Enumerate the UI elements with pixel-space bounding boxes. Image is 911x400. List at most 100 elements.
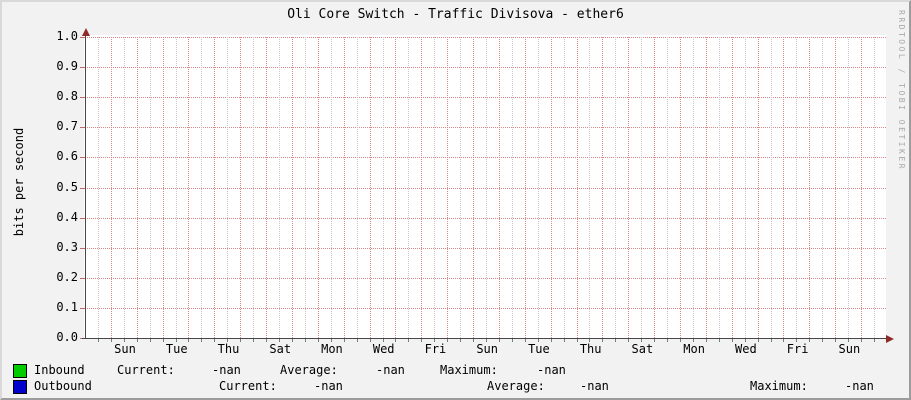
v-gridline-major	[576, 37, 578, 338]
v-gridline-minor	[382, 37, 384, 338]
x-axis-tick	[304, 339, 306, 342]
v-gridline-minor	[227, 37, 229, 338]
x-axis-tick	[757, 339, 759, 342]
x-axis-tick	[136, 339, 138, 342]
y-tick-label: 0.2	[56, 269, 78, 284]
y-tick-label: 0.9	[56, 59, 78, 74]
y-axis-tick	[80, 157, 86, 159]
x-axis-tick	[731, 339, 733, 342]
v-gridline-major	[266, 37, 268, 338]
graph-title: Oli Core Switch - Traffic Divisova - eth…	[287, 7, 624, 22]
y-axis-tick	[80, 67, 86, 69]
x-axis-tick	[744, 339, 746, 342]
x-axis-tick	[654, 339, 656, 342]
y-axis-tick	[80, 127, 86, 129]
inbound-legend-swatch	[13, 364, 27, 378]
y-tick-label: 0.1	[56, 299, 78, 314]
outbound-average-value: -nan	[580, 379, 609, 393]
x-axis-tick	[796, 339, 798, 342]
x-tick-label: Mon	[683, 342, 705, 356]
inbound-current-label: Current:	[117, 363, 175, 377]
x-axis-tick	[680, 339, 681, 342]
v-gridline-minor	[201, 37, 203, 338]
v-gridline-major	[498, 37, 500, 338]
x-axis-tick	[511, 339, 513, 342]
v-gridline-minor	[434, 37, 436, 338]
v-gridline-major	[136, 37, 138, 338]
x-axis-tick	[550, 339, 552, 342]
v-gridline-major	[809, 37, 811, 338]
x-tick-label: Mon	[321, 342, 343, 356]
x-axis-tick	[809, 339, 811, 342]
x-axis-tick	[214, 339, 216, 342]
v-gridline-minor	[304, 37, 306, 338]
x-tick-label: Wed	[735, 342, 757, 356]
v-gridline-minor	[279, 37, 281, 338]
h-gridline	[85, 217, 886, 219]
y-tick-label: 0.8	[56, 89, 78, 104]
y-axis-tick	[80, 307, 86, 309]
h-gridline	[85, 127, 886, 129]
outbound-maximum-label: Maximum:	[750, 379, 808, 393]
rrdtool-watermark: RRDTOOL / TOBI OETIKER	[897, 10, 906, 171]
x-axis-tick	[848, 339, 850, 342]
x-axis-tick	[705, 339, 707, 342]
outbound-current-value: -nan	[314, 379, 343, 393]
x-axis-tick	[602, 339, 604, 342]
x-axis-tick	[718, 339, 720, 342]
y-axis-arrow-icon	[82, 28, 90, 36]
x-axis-tick	[421, 339, 423, 342]
v-gridline-minor	[615, 37, 617, 338]
y-tick-label: 0.6	[56, 149, 78, 164]
v-gridline-minor	[511, 37, 513, 338]
v-gridline-major	[188, 37, 190, 338]
v-gridline-minor	[641, 37, 643, 338]
h-gridline	[85, 97, 886, 99]
inbound-current-value: -nan	[212, 363, 241, 377]
x-tick-label: Sun	[476, 342, 499, 356]
inbound-legend-label: Inbound	[34, 363, 85, 377]
y-axis-tick	[80, 37, 86, 38]
y-tick-label: 0.7	[56, 119, 78, 134]
v-gridline-minor	[770, 37, 772, 338]
x-axis-tick	[667, 339, 669, 342]
y-axis-tick	[80, 217, 86, 219]
y-tick-label: 0.4	[56, 209, 78, 224]
x-axis-tick	[524, 339, 526, 342]
x-axis-tick	[628, 339, 630, 342]
x-axis-tick	[641, 339, 643, 342]
x-axis-tick	[589, 339, 591, 342]
v-gridline-major	[680, 37, 681, 338]
x-axis-tick	[149, 339, 151, 342]
v-gridline-major	[628, 37, 630, 338]
x-tick-label: Sat	[269, 342, 292, 356]
x-axis-tick	[97, 339, 99, 342]
x-axis-tick	[175, 339, 177, 342]
x-axis-tick	[395, 339, 397, 342]
outbound-legend-swatch	[13, 380, 27, 394]
x-axis-tick	[227, 339, 229, 342]
x-axis-tick	[240, 339, 242, 342]
v-gridline-major	[757, 37, 759, 338]
x-tick-label: Sun	[114, 342, 136, 356]
x-axis-tick	[447, 339, 449, 342]
x-tick-label: Thu	[579, 342, 602, 356]
h-gridline	[85, 187, 886, 189]
x-axis-tick	[498, 339, 500, 342]
inbound-average-value: -nan	[376, 363, 405, 377]
x-axis-tick	[266, 339, 268, 342]
x-axis-tick	[369, 339, 371, 342]
v-gridline-major	[291, 37, 293, 338]
y-axis-tick	[80, 187, 86, 189]
y-axis-line	[85, 31, 86, 339]
v-gridline-major	[654, 37, 656, 338]
y-tick-label: 0.5	[56, 179, 78, 194]
v-gridline-minor	[537, 37, 539, 338]
x-axis-tick	[330, 339, 332, 342]
v-gridline-major	[705, 37, 707, 338]
y-axis-tick	[80, 97, 86, 99]
x-axis-tick	[485, 339, 487, 342]
v-gridline-major	[602, 37, 604, 338]
v-gridline-major	[550, 37, 552, 338]
x-axis-tick	[188, 339, 190, 342]
